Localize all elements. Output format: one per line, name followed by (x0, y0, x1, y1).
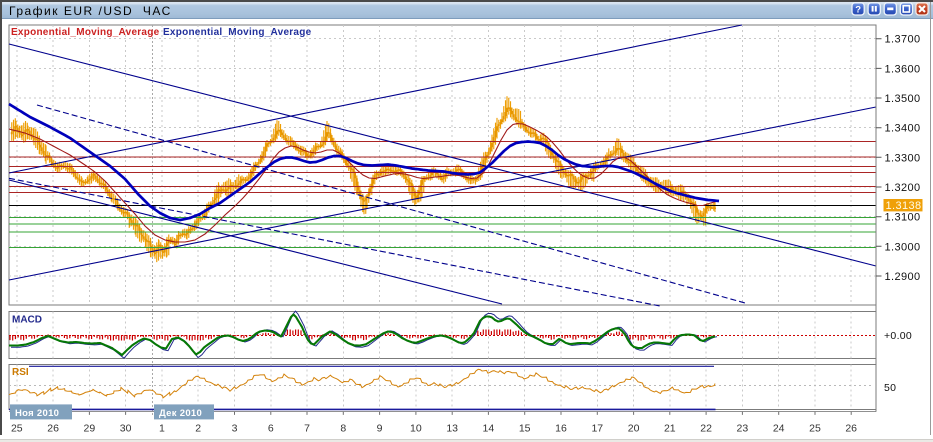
svg-text:1.3500: 1.3500 (885, 93, 921, 105)
svg-text:9: 9 (377, 423, 383, 435)
svg-text:1.3300: 1.3300 (885, 152, 921, 164)
svg-text:7: 7 (304, 423, 310, 435)
svg-text:1.3100: 1.3100 (885, 212, 921, 224)
svg-text:?: ? (855, 4, 861, 15)
svg-text:50: 50 (884, 382, 896, 394)
svg-text:8: 8 (340, 423, 346, 435)
svg-text:6: 6 (268, 423, 274, 435)
svg-text:1.3000: 1.3000 (885, 241, 921, 253)
svg-text:25: 25 (11, 423, 23, 435)
svg-text:15: 15 (519, 423, 531, 435)
svg-text:17: 17 (591, 423, 603, 435)
svg-text:22: 22 (700, 423, 712, 435)
svg-text:30: 30 (120, 423, 132, 435)
svg-text:RSI: RSI (12, 367, 29, 378)
svg-text:2: 2 (195, 423, 201, 435)
svg-text:1: 1 (159, 423, 165, 435)
svg-text:3: 3 (232, 423, 238, 435)
svg-text:1.2900: 1.2900 (885, 271, 921, 283)
svg-text:21: 21 (664, 423, 676, 435)
svg-text:14: 14 (483, 423, 495, 435)
svg-text:Exponential_Moving_Average: Exponential_Moving_Average (11, 27, 160, 38)
svg-text:Ноя 2010: Ноя 2010 (15, 408, 59, 419)
svg-text:24: 24 (773, 423, 785, 435)
svg-text:13: 13 (446, 423, 458, 435)
svg-text:10: 10 (410, 423, 422, 435)
svg-text:1.3138: 1.3138 (886, 200, 922, 212)
svg-text:1.3600: 1.3600 (885, 63, 921, 75)
svg-text:1.3200: 1.3200 (885, 182, 921, 194)
svg-text:MACD: MACD (12, 315, 42, 326)
svg-text:25: 25 (809, 423, 821, 435)
svg-text:1.3700: 1.3700 (885, 34, 921, 46)
svg-text:26: 26 (47, 423, 59, 435)
svg-text:+0.00: +0.00 (884, 330, 912, 342)
svg-text:Дек 2010: Дек 2010 (159, 408, 202, 419)
svg-text:26: 26 (845, 423, 857, 435)
svg-text:Exponential_Moving_Average: Exponential_Moving_Average (163, 27, 312, 38)
svg-text:29: 29 (84, 423, 96, 435)
svg-text:16: 16 (555, 423, 567, 435)
svg-text:23: 23 (737, 423, 749, 435)
svg-text:1.3400: 1.3400 (885, 123, 921, 135)
svg-text:20: 20 (628, 423, 640, 435)
